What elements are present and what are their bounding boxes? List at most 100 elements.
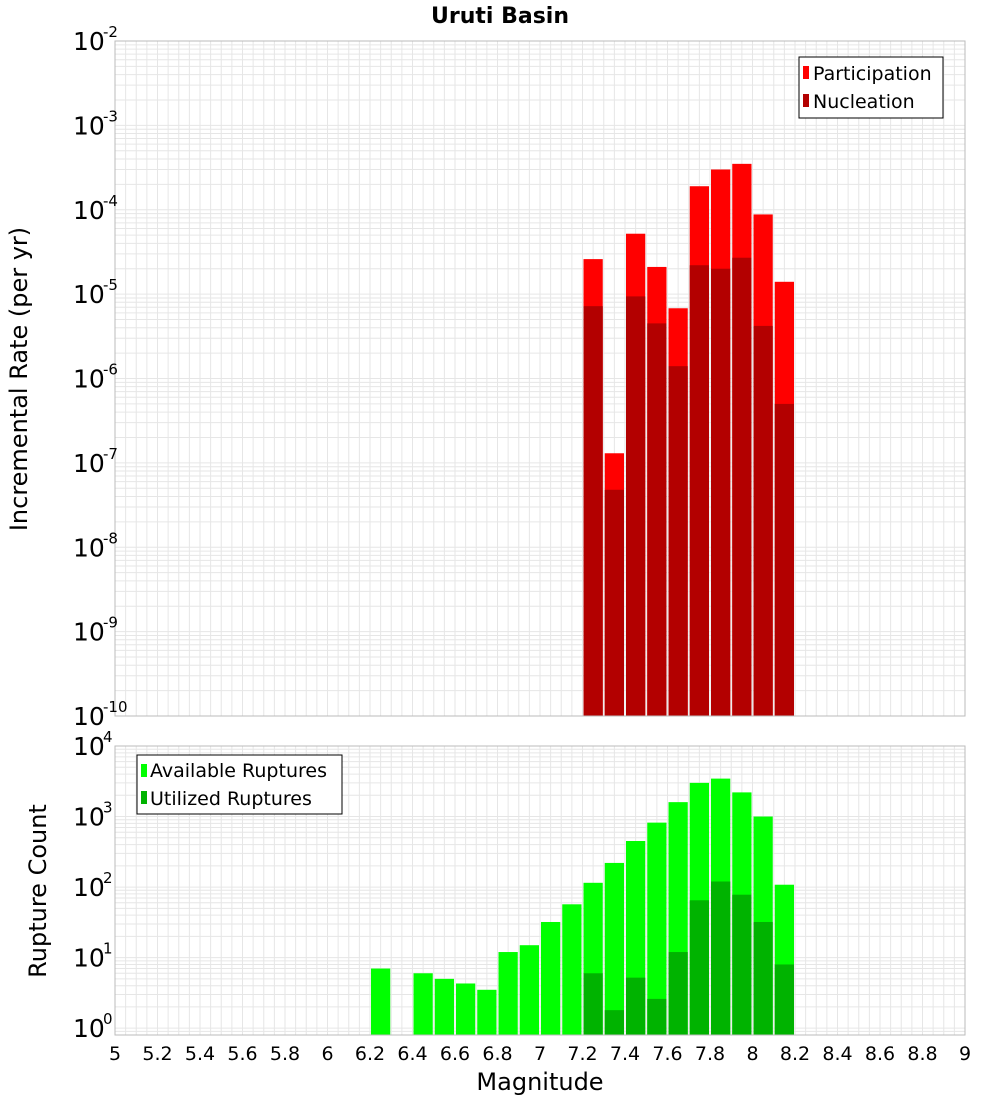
top-y-tick-label: 10 (73, 702, 105, 731)
x-tick-label: 7 (534, 1043, 546, 1065)
available-bar (647, 822, 667, 1035)
utilized-bar (626, 977, 646, 1035)
top-y-tick-exponent: -2 (103, 23, 118, 41)
bottom-legend-box (136, 754, 343, 815)
x-tick-label: 8.2 (780, 1043, 810, 1065)
nucleation-bar (774, 403, 794, 716)
top-y-tick-exponent: -7 (103, 445, 118, 463)
x-tick-label: 8.4 (822, 1043, 852, 1065)
utilized-bar (604, 1010, 624, 1035)
top-y-tick-label: 10 (73, 196, 105, 225)
available-bar (371, 968, 391, 1035)
bottom-y-tick-exponent: 4 (103, 728, 113, 746)
x-tick-label: 5.6 (227, 1043, 257, 1065)
x-tick-label: 7.8 (695, 1043, 725, 1065)
available-bar (541, 921, 561, 1035)
participation-legend-label: Participation (813, 63, 932, 85)
available-bar (498, 952, 518, 1035)
x-ticks: 5 5.2 5.4 5.6 5.8 6 6.2 6.4 6.6 6.8 7 7.2 7.4 7.6 7.8 8… (109, 1043, 971, 1065)
top-y-tick-label: 10 (73, 449, 105, 478)
utilized-bar (689, 900, 709, 1035)
utilized-bar (583, 973, 603, 1035)
bottom-y-tick-label: 10 (73, 1014, 105, 1043)
bottom-y-tick-exponent: 2 (103, 869, 113, 887)
x-tick-label: 8.6 (865, 1043, 895, 1065)
utilized-legend-label: Utilized Ruptures (150, 788, 312, 810)
top-bars (583, 163, 794, 717)
available-legend-label: Available Ruptures (150, 760, 327, 782)
top-y-tick-label: 10 (73, 365, 105, 394)
top-y-tick-label: 10 (73, 27, 105, 56)
x-tick-label: 5.4 (185, 1043, 215, 1065)
utilized-bar (753, 921, 773, 1035)
top-y-tick-exponent: -5 (103, 276, 118, 294)
x-tick-label: 6.8 (482, 1043, 512, 1065)
bottom-y-tick-exponent: 0 (103, 1010, 113, 1028)
nucleation-bar (604, 489, 624, 716)
available-legend-swatch (141, 764, 147, 777)
top-legend: Participation Nucleation (798, 56, 944, 119)
bottom-y-tick-label: 10 (73, 803, 105, 832)
bottom-y-tick-label: 10 (73, 944, 105, 973)
top-y-tick-exponent: -4 (103, 192, 118, 210)
available-bar (562, 904, 582, 1035)
x-tick-label: 7.4 (610, 1043, 640, 1065)
top-y-tick-label: 10 (73, 111, 105, 140)
available-bar (434, 978, 454, 1035)
utilized-bar (732, 894, 752, 1035)
utilized-bar (668, 952, 688, 1035)
top-y-tick-label: 10 (73, 280, 105, 309)
nucleation-legend-label: Nucleation (813, 91, 915, 113)
utilized-legend-swatch (141, 791, 147, 804)
x-tick-label: 8 (746, 1043, 758, 1065)
nucleation-bar (583, 306, 603, 716)
bottom-y-tick-exponent: 1 (103, 940, 113, 958)
x-tick-label: 6.6 (440, 1043, 470, 1065)
x-tick-label: 8.8 (907, 1043, 937, 1065)
bottom-y-tick-label: 10 (73, 873, 105, 902)
top-y-tick-exponent: -3 (103, 107, 118, 125)
bottom-y-axis-label: Rupture Count (24, 804, 52, 978)
available-bar (519, 945, 539, 1035)
nucleation-bar (689, 265, 709, 716)
x-tick-label: 9 (959, 1043, 971, 1065)
top-grid (114, 40, 966, 717)
x-tick-label: 5.8 (270, 1043, 300, 1065)
nucleation-bar (626, 296, 646, 716)
bottom-y-tick-label: 10 (73, 732, 105, 761)
top-y-tick-exponent: -8 (103, 529, 118, 547)
x-axis-label: Magnitude (476, 1068, 603, 1096)
bottom-bars (371, 778, 794, 1035)
chart-title: Uruti Basin (431, 4, 569, 29)
top-y-tick-exponent: -9 (103, 614, 118, 632)
nucleation-bar (668, 366, 688, 716)
x-tick-label: 5 (109, 1043, 121, 1065)
nucleation-bar (711, 268, 731, 716)
nucleation-bar (732, 257, 752, 716)
top-y-tick-label: 10 (73, 618, 105, 647)
top-y-tick-label: 10 (73, 533, 105, 562)
nucleation-bar (647, 323, 667, 716)
bottom-legend: Available Ruptures Utilized Ruptures (136, 754, 343, 815)
utilized-bar (711, 881, 731, 1035)
available-bar (456, 983, 476, 1035)
available-bar (604, 862, 624, 1035)
available-bar (477, 989, 497, 1035)
top-y-axis-label: Incremental Rate (per yr) (5, 227, 33, 531)
x-tick-label: 6 (321, 1043, 333, 1065)
x-tick-label: 7.2 (567, 1043, 597, 1065)
utilized-bar (647, 998, 667, 1035)
top-y-tick-exponent: -10 (103, 698, 128, 716)
x-tick-label: 6.4 (397, 1043, 427, 1065)
x-tick-label: 6.2 (355, 1043, 385, 1065)
x-tick-label: 5.2 (142, 1043, 172, 1065)
nucleation-bar (753, 325, 773, 716)
top-plot-frame (114, 40, 966, 717)
utilized-bar (774, 964, 794, 1035)
bottom-plot-frame (114, 745, 966, 1036)
x-tick-label: 7.6 (652, 1043, 682, 1065)
